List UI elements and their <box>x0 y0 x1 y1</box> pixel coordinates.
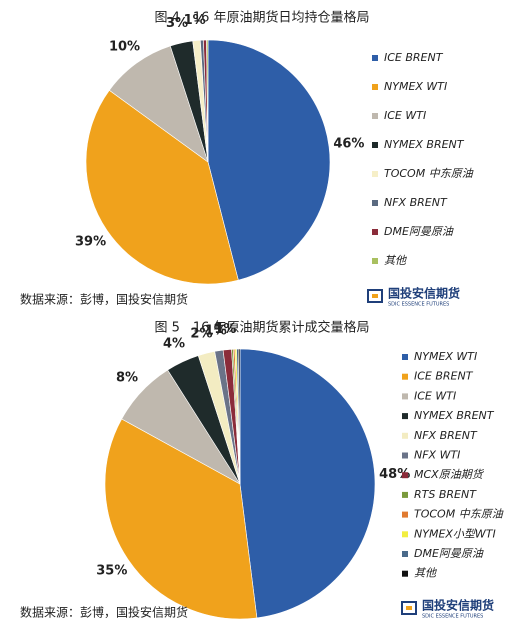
legend-label: ICE WTI <box>384 109 426 122</box>
logo-icon-accent <box>372 294 378 298</box>
legend-swatch <box>402 393 408 400</box>
legend-swatch <box>372 142 378 148</box>
legend-label: 其他 <box>414 567 437 580</box>
legend-label: NFX BRENT <box>384 196 448 209</box>
source-note: 数据来源：彭博，国投安信期货 <box>20 605 188 620</box>
legend-swatch <box>402 354 408 360</box>
data-label: 1% <box>184 13 206 28</box>
data-label: 10% <box>109 40 140 55</box>
legend-swatch <box>372 258 378 264</box>
pie-slice <box>85 89 239 285</box>
pie-slice <box>108 45 209 163</box>
data-label: 35% <box>96 564 127 579</box>
logo-text: 国投安信期货 <box>422 598 494 613</box>
legend-label: RTS BRENT <box>414 488 477 501</box>
legend-label: ICE WTI <box>414 389 456 402</box>
logo-subtitle: SDIC ESSENCE FUTURES <box>422 614 483 620</box>
legend-swatch <box>372 84 378 90</box>
legend-label: NYMEX WTI <box>414 350 477 363</box>
data-label: 1% <box>214 322 236 337</box>
legend-swatch <box>372 200 378 206</box>
legend-label: NFX WTI <box>414 449 460 462</box>
data-label: 46% <box>333 137 364 152</box>
logo-icon <box>401 601 417 615</box>
legend-label: NYMEX小型WTI <box>414 527 496 540</box>
legend-swatch <box>402 472 408 479</box>
legend-swatch <box>372 171 378 177</box>
data-label: 1% <box>205 323 227 338</box>
legend-swatch <box>402 491 408 498</box>
legend-label: NFX BRENT <box>414 429 478 442</box>
data-label: 4% <box>163 336 185 351</box>
legend-label: DME阿曼原油 <box>414 547 484 560</box>
legend-swatch <box>402 373 408 380</box>
legend-label: TOCOM 中东原油 <box>384 167 474 180</box>
chart-title: 图 5 16 年原油期货累计成交量格局 <box>154 320 369 336</box>
legend-label: ICE BRENT <box>384 51 444 64</box>
legend-swatch <box>372 55 378 61</box>
data-label: 2% <box>190 326 212 341</box>
logo-icon-accent <box>406 606 412 610</box>
legend-label: MCX原油期货 <box>414 468 485 481</box>
legend-swatch <box>402 570 408 577</box>
legend-label: NYMEX WTI <box>384 80 447 93</box>
pie-slice <box>104 418 258 620</box>
data-label: 39% <box>75 234 106 249</box>
logo-text: 国投安信期货 <box>388 286 460 301</box>
pie-slice <box>207 39 331 281</box>
legend-label: ICE BRENT <box>414 370 474 383</box>
pie-slice <box>238 348 241 485</box>
logo-subtitle: SDIC ESSENCE FUTURES <box>388 302 449 308</box>
logo-icon <box>367 289 383 303</box>
legend-swatch <box>402 511 408 518</box>
legend-swatch <box>402 452 408 459</box>
legend-label: DME阿曼原油 <box>384 225 454 238</box>
pie-slice <box>206 39 209 163</box>
data-label: 8% <box>116 370 138 385</box>
legend-label: 其他 <box>384 254 407 267</box>
legend-label: TOCOM 中东原油 <box>414 508 504 521</box>
data-label: 3% <box>166 16 188 31</box>
legend-swatch <box>372 113 378 119</box>
pie-slice <box>239 348 376 619</box>
legend-label: NYMEX BRENT <box>414 409 495 422</box>
legend-swatch <box>402 432 408 439</box>
legend-swatch <box>402 531 408 538</box>
legend-swatch <box>372 229 378 235</box>
legend-swatch <box>402 551 408 557</box>
source-note: 数据来源：彭博，国投安信期货 <box>20 292 188 307</box>
legend-swatch <box>402 413 408 420</box>
chart-title: 图 4 16 年原油期货日均持仓量格局 <box>154 10 369 26</box>
legend-label: NYMEX BRENT <box>384 138 465 151</box>
